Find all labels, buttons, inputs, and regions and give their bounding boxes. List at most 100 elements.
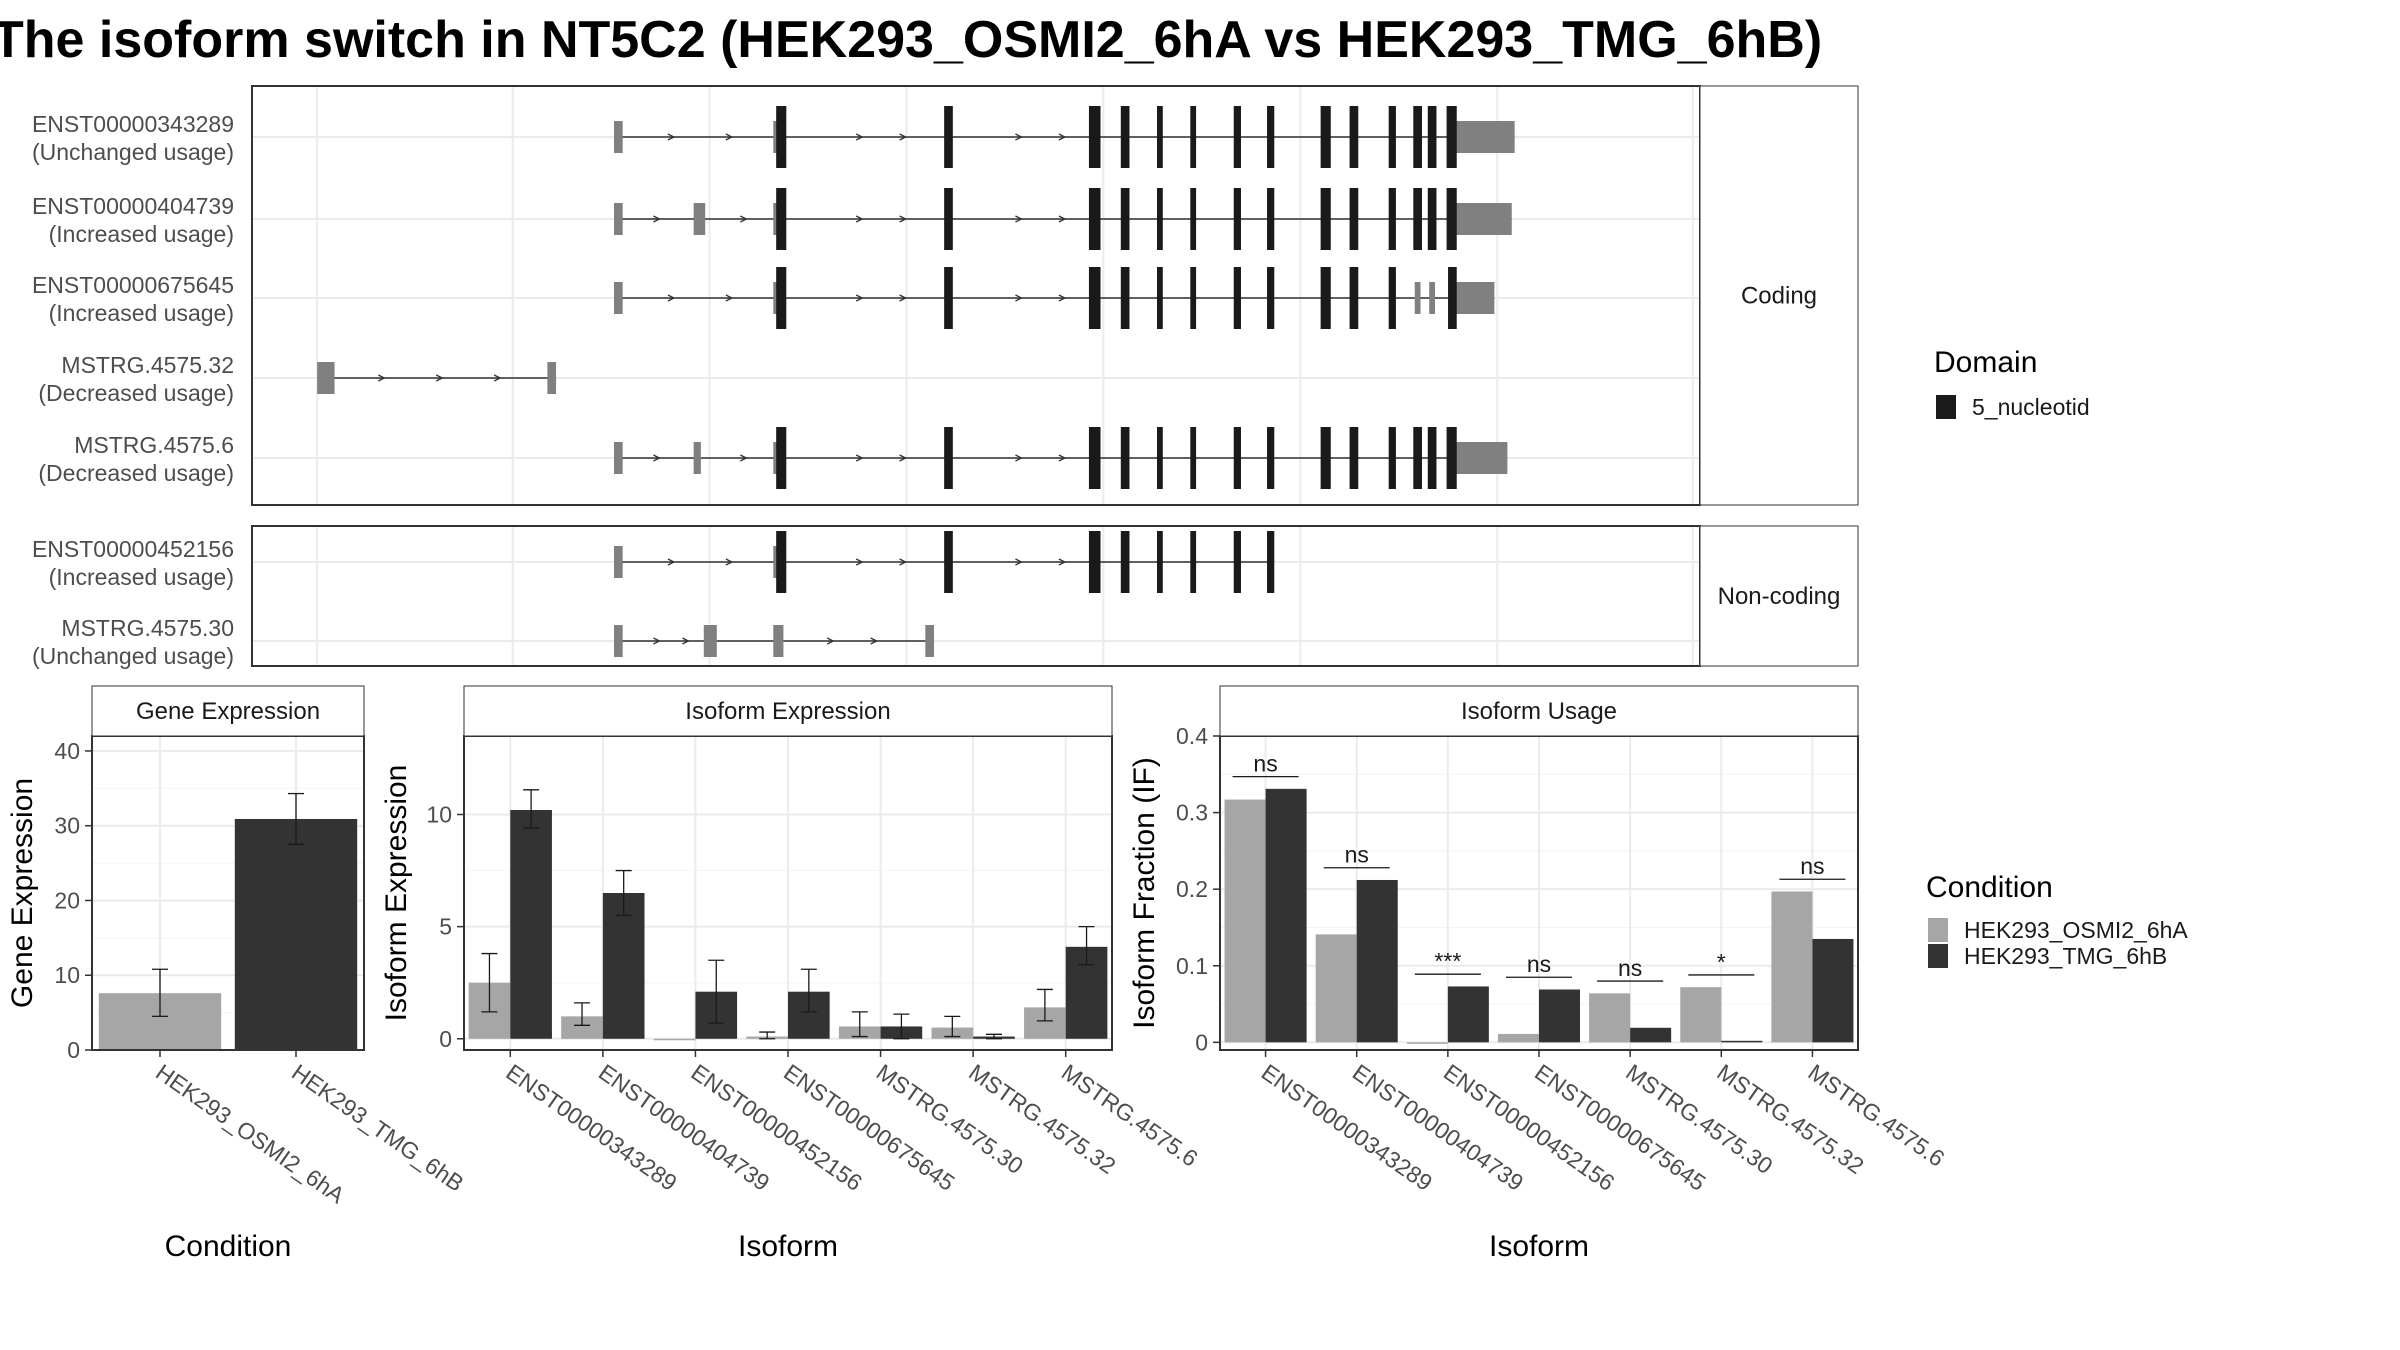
domain-exon xyxy=(1320,188,1331,250)
strand-arrow xyxy=(855,454,864,462)
domain-exon xyxy=(1349,106,1359,168)
domain-exon xyxy=(1088,267,1101,329)
y-axis-title: Isoform Expression xyxy=(380,765,413,1022)
strand-arrow xyxy=(1058,133,1067,141)
strand-arrow xyxy=(435,374,444,382)
utr-exon xyxy=(773,625,784,657)
strip xyxy=(1699,85,1859,506)
isoform-structure-chart: ENST00000343289(Unchanged usage)ENST0000… xyxy=(32,85,1859,669)
strand-arrow xyxy=(855,215,864,223)
domain-exon xyxy=(1413,106,1422,168)
strand-arrow xyxy=(725,294,734,302)
y-tick-label: 0.2 xyxy=(1176,876,1208,902)
condition-legend-swatch xyxy=(1928,918,1948,942)
strand-arrow xyxy=(653,215,661,223)
strip-label: Coding xyxy=(1741,283,1817,310)
domain-exon xyxy=(1190,531,1197,593)
y-tick-label: 0.1 xyxy=(1176,953,1208,979)
y-tick-label: 0 xyxy=(439,1026,452,1052)
isoform-track xyxy=(614,267,1495,329)
domain-exon xyxy=(1157,427,1163,489)
figure-title: The isoform switch in NT5C2 (HEK293_OSMI… xyxy=(0,11,1823,69)
domain-exon xyxy=(1120,188,1130,250)
strand-arrow xyxy=(899,215,908,223)
utr-exon xyxy=(1453,203,1512,235)
panel-background xyxy=(252,526,1700,666)
structure-panel-1: ENST00000452156(Increased usage) MSTRG.45… xyxy=(32,525,1859,669)
domain-exon xyxy=(1320,427,1331,489)
strand-arrow xyxy=(855,558,864,566)
domain-exon xyxy=(1427,427,1437,489)
strand-arrow xyxy=(855,294,864,302)
domain-exon xyxy=(776,531,787,593)
strip-label: Non-coding xyxy=(1718,583,1841,610)
strip xyxy=(1219,685,1859,737)
significance-label: * xyxy=(1717,949,1726,975)
y-tick-label: 40 xyxy=(54,738,80,764)
y-axis-title: Isoform Fraction (IF) xyxy=(1128,757,1161,1029)
x-tick-label: ENST00000343289 xyxy=(1257,1059,1437,1196)
isoform-label: ENST00000452156 xyxy=(32,536,234,562)
domain-exon xyxy=(1233,531,1241,593)
strand-arrow xyxy=(493,374,502,382)
domain-exon xyxy=(776,106,787,168)
utr-exon xyxy=(1453,282,1495,314)
utr-exon xyxy=(614,282,623,314)
domain-exon xyxy=(1088,188,1101,250)
strand-arrow xyxy=(1015,294,1023,302)
isoform-label: ENST00000404739 xyxy=(32,193,234,219)
strand-arrow xyxy=(725,558,734,566)
domain-exon xyxy=(944,427,953,489)
isoform-label: ENST00000343289 xyxy=(32,111,234,137)
domain-exon xyxy=(1446,427,1457,489)
utr-exon xyxy=(703,625,717,657)
domain-exon xyxy=(1388,267,1396,329)
isoform-expression-chart: 0 5 10 ENST00000343289ENST00000404739ENST00… xyxy=(380,685,1203,1263)
utr-exon xyxy=(1429,282,1436,314)
domain-exon xyxy=(1088,106,1101,168)
y-tick-label: 0 xyxy=(67,1037,80,1063)
isoform-track xyxy=(614,106,1515,168)
bar xyxy=(1721,1040,1763,1043)
strand-arrow xyxy=(653,454,661,462)
utr-exon xyxy=(1453,442,1508,474)
isoform-track xyxy=(614,531,1275,593)
domain-exon xyxy=(1088,427,1101,489)
domain-exon xyxy=(1320,267,1331,329)
x-axis-title: Isoform xyxy=(738,1230,838,1263)
strand-arrow xyxy=(653,637,661,645)
strip xyxy=(91,685,365,737)
domain-exon xyxy=(1190,188,1197,250)
isoform-label: ENST00000675645 xyxy=(32,272,234,298)
strand-arrow xyxy=(899,558,908,566)
domain-exon xyxy=(1120,531,1130,593)
strand-arrow xyxy=(855,133,864,141)
bar xyxy=(1812,938,1854,1043)
utr-exon xyxy=(693,442,701,474)
isoform-track xyxy=(614,625,935,657)
bar xyxy=(234,818,358,1050)
domain-exon xyxy=(1446,106,1457,168)
utr-exon xyxy=(614,546,623,578)
strand-arrow xyxy=(1015,454,1023,462)
strand-arrow xyxy=(870,637,879,645)
y-tick-label: 0 xyxy=(1195,1029,1208,1055)
domain-exon xyxy=(1388,427,1396,489)
isoform-usage-label: (Increased usage) xyxy=(49,221,234,247)
significance-label: ns xyxy=(1527,951,1551,977)
domain-legend-title: Domain xyxy=(1934,346,2037,379)
significance-label: ns xyxy=(1618,955,1642,981)
isoform-usage-label: (Decreased usage) xyxy=(38,380,234,406)
domain-exon xyxy=(1349,427,1359,489)
bar xyxy=(561,1016,603,1039)
strip-label: Gene Expression xyxy=(136,698,320,725)
bar xyxy=(602,893,645,1039)
utr-exon xyxy=(614,203,623,235)
x-tick-label: ENST00000675645 xyxy=(1530,1059,1710,1196)
isoform-usage-label: (Unchanged usage) xyxy=(32,643,234,669)
strand-arrow xyxy=(378,374,386,382)
strand-arrow xyxy=(667,294,676,302)
domain-exon xyxy=(1388,188,1396,250)
x-axis-title: Isoform xyxy=(1489,1230,1589,1263)
